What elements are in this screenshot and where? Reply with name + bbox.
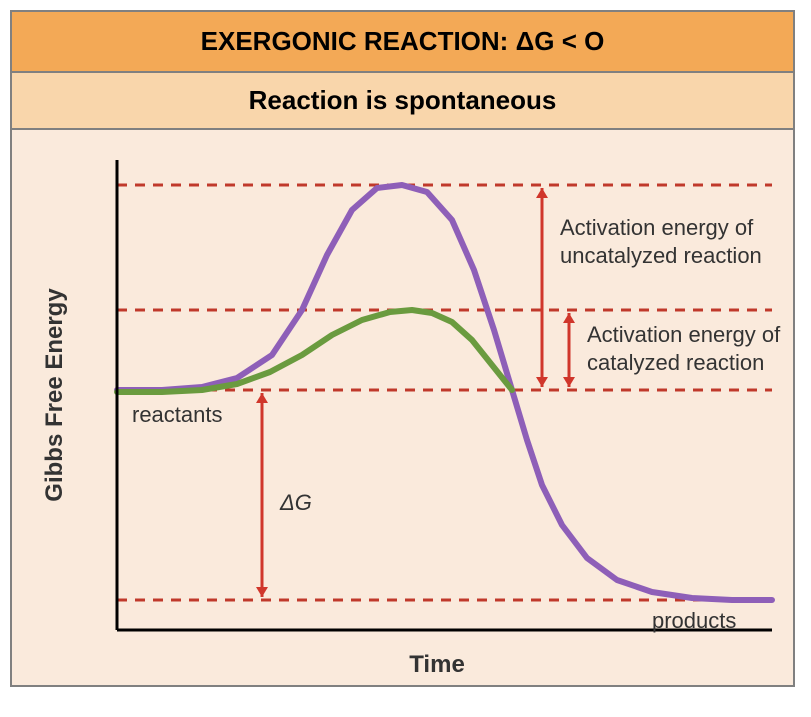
catalyzed-ea-arrow	[563, 313, 575, 387]
header-sub: Reaction is spontaneous	[12, 73, 793, 130]
header-main-text: EXERGONIC REACTION: ΔG < O	[201, 26, 605, 56]
energy-diagram-chart: Gibbs Free Energy Time reactants ΔG Activati…	[12, 130, 793, 685]
delta-g-arrow	[256, 393, 268, 597]
catalyzed-ea-label-1: Activation energy of	[587, 322, 781, 347]
header-sub-text: Reaction is spontaneous	[249, 85, 557, 115]
header-main: EXERGONIC REACTION: ΔG < O	[12, 12, 793, 73]
uncatalyzed-ea-arrow	[536, 188, 548, 387]
diagram-frame: EXERGONIC REACTION: ΔG < O Reaction is s…	[10, 10, 795, 687]
x-axis-label: Time	[409, 651, 465, 678]
y-axis-label: Gibbs Free Energy	[41, 288, 68, 502]
catalyzed-curve	[117, 310, 512, 392]
plot-area: Gibbs Free Energy Time reactants ΔG Activati…	[12, 130, 793, 685]
uncatalyzed-ea-label-2: uncatalyzed reaction	[560, 243, 762, 268]
products-label: products	[652, 608, 736, 633]
reactants-label: reactants	[132, 402, 223, 427]
delta-g-label: ΔG	[279, 490, 312, 515]
uncatalyzed-ea-label-1: Activation energy of	[560, 215, 754, 240]
catalyzed-ea-label-2: catalyzed reaction	[587, 350, 764, 375]
